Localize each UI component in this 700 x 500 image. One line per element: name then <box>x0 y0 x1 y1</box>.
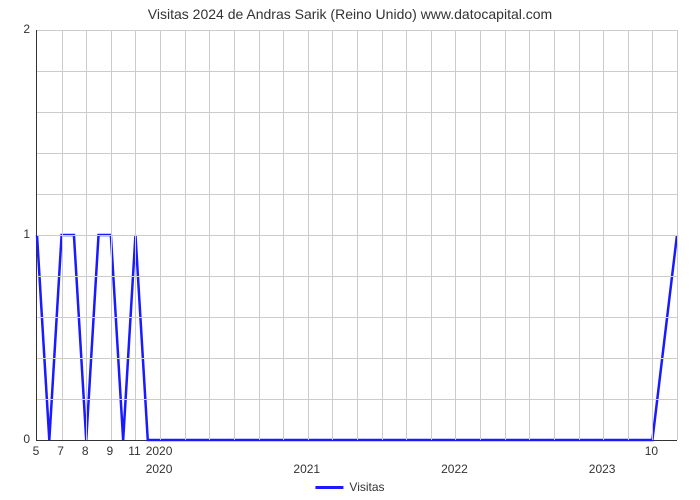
y-tick-label: 1 <box>23 227 30 241</box>
grid-line-horizontal <box>37 71 677 72</box>
grid-line-horizontal <box>37 153 677 154</box>
chart-container: { "chart": { "type": "line", "title": "V… <box>0 0 700 500</box>
grid-line-horizontal <box>37 358 677 359</box>
grid-line-horizontal <box>37 276 677 277</box>
x-tick-label: 11 <box>128 444 140 458</box>
x-tick-label: 5 <box>33 444 40 458</box>
x-tick-label: 2020 <box>146 444 173 458</box>
x-year-label: 2021 <box>293 462 320 476</box>
grid-line-horizontal <box>37 30 677 31</box>
chart-title: Visitas 2024 de Andras Sarik (Reino Unid… <box>0 6 700 22</box>
x-tick-label: 10 <box>645 444 658 458</box>
y-tick-label: 0 <box>23 432 30 446</box>
x-tick-label: 8 <box>82 444 89 458</box>
x-year-label: 2022 <box>441 462 468 476</box>
grid-line-horizontal <box>37 194 677 195</box>
x-year-label: 2023 <box>589 462 616 476</box>
y-tick-label: 2 <box>23 22 30 36</box>
plot-area <box>36 30 677 441</box>
grid-line-horizontal <box>37 317 677 318</box>
grid-line-vertical <box>677 30 678 440</box>
legend: Visitas <box>315 480 384 494</box>
x-tick-label: 9 <box>107 444 114 458</box>
x-year-label: 2020 <box>146 462 173 476</box>
grid-line-horizontal <box>37 399 677 400</box>
legend-label: Visitas <box>349 480 384 494</box>
legend-swatch <box>315 486 343 489</box>
grid-line-horizontal <box>37 112 677 113</box>
x-tick-label: 7 <box>57 444 64 458</box>
grid-line-horizontal <box>37 235 677 236</box>
